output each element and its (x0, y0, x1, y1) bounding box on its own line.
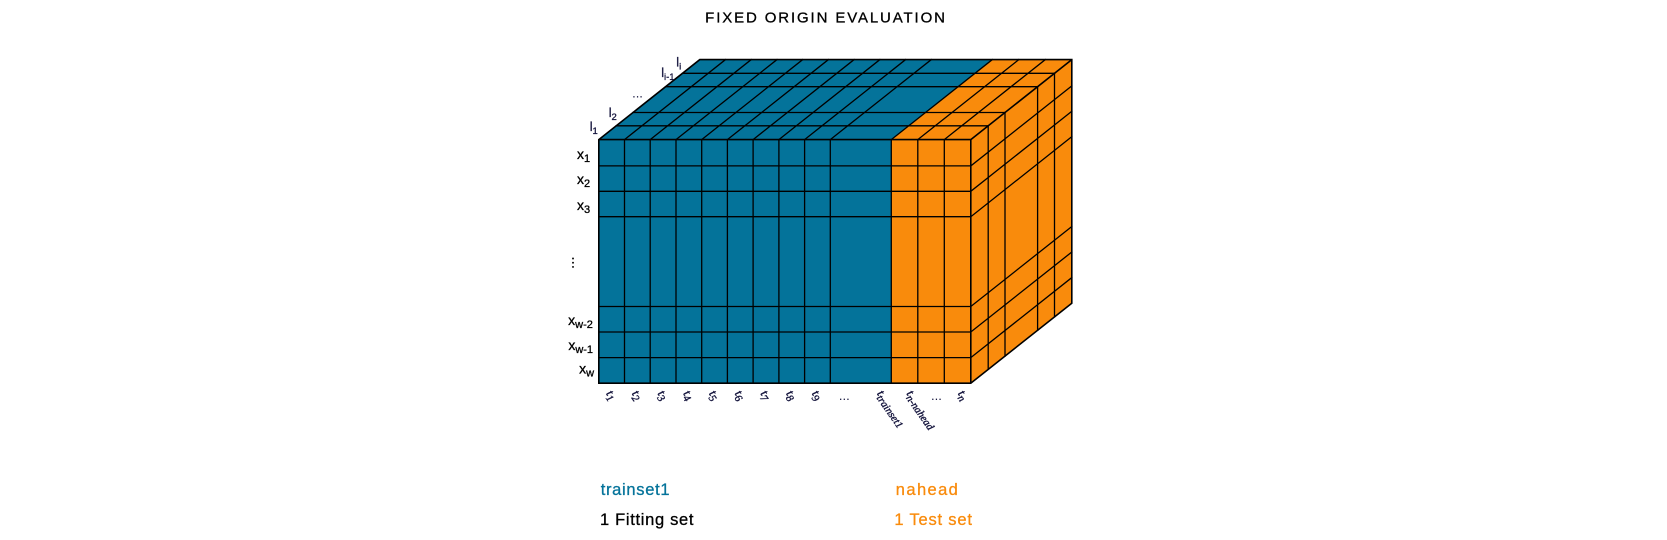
svg-text:1 Test set: 1 Test set (894, 511, 972, 529)
svg-text:...: ... (839, 388, 850, 403)
svg-text:l2: l2 (609, 106, 617, 123)
svg-text:nahead: nahead (896, 481, 959, 499)
svg-text:FIXED ORIGIN EVALUATION: FIXED ORIGIN EVALUATION (705, 10, 947, 27)
svg-text:...: ... (632, 86, 643, 101)
svg-text:1 Fitting set: 1 Fitting set (600, 511, 694, 529)
svg-text:...: ... (931, 388, 942, 403)
svg-text:li: li (676, 55, 681, 72)
svg-text:trainset1: trainset1 (601, 481, 671, 499)
svg-text:l1: l1 (590, 120, 598, 137)
